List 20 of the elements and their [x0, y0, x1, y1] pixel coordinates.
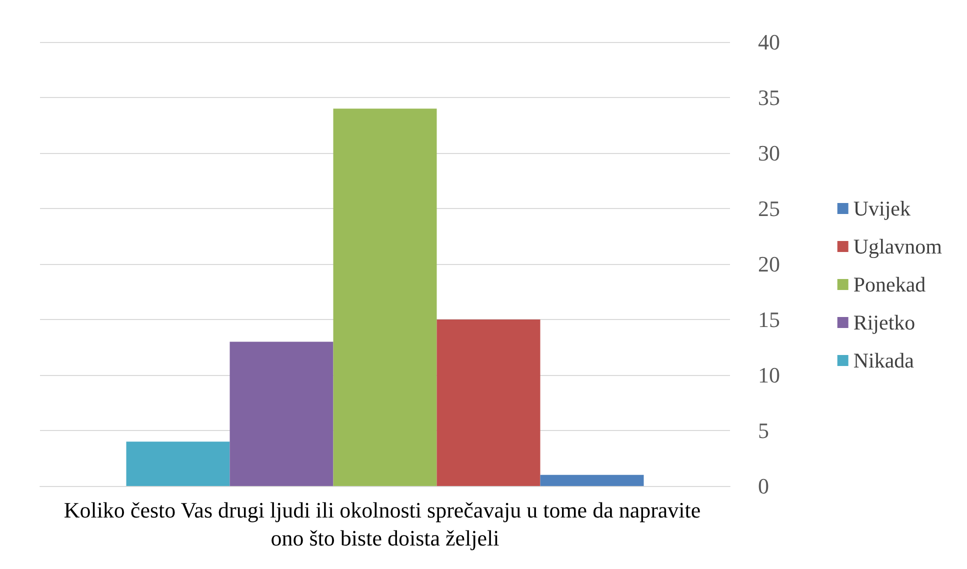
x-tick-label: Koliko često Vas drugi ljudi ili okolnosti sprečavaju u tome da napravite ono što biste doista željeli	[64, 498, 706, 550]
y-tick-label: 30	[758, 140, 780, 166]
legend-label: Rijetko	[853, 310, 916, 334]
legend-label: Nikada	[853, 348, 915, 372]
y-tick-label: 20	[758, 252, 780, 276]
bar	[540, 474, 644, 486]
y-tick-label: 5	[758, 418, 769, 443]
y-tick-label: 40	[758, 30, 780, 54]
y-tick-label: 0	[758, 474, 769, 498]
legend-label: Uvijek	[853, 196, 911, 220]
legend-label: Uglavnom	[853, 234, 942, 258]
bar	[436, 320, 540, 486]
y-tick-label: 25	[758, 196, 780, 221]
bar	[230, 342, 334, 486]
bar	[126, 442, 230, 486]
y-tick-label: 10	[758, 362, 780, 388]
y-tick-label: 15	[758, 307, 780, 332]
bar	[333, 108, 437, 486]
legend-label: Ponekad	[853, 272, 926, 296]
y-tick-label: 35	[758, 85, 780, 110]
